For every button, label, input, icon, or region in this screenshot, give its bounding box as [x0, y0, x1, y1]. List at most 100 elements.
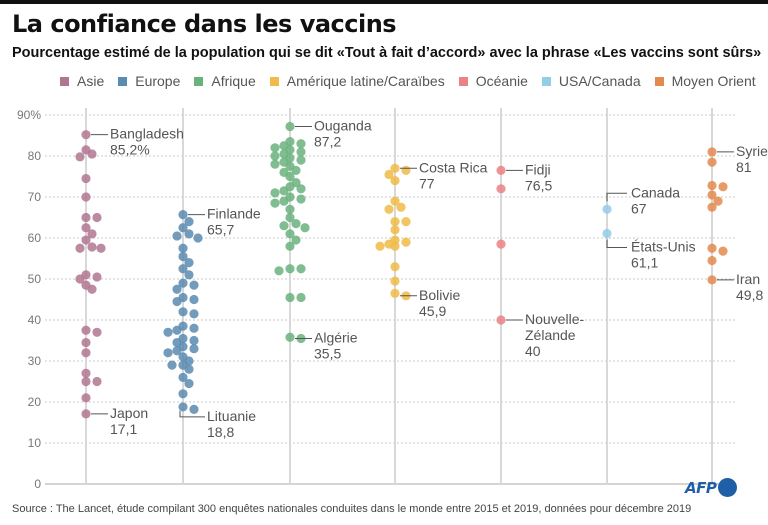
annotation-leader — [179, 410, 205, 418]
annotation-country-label: Zélande — [525, 327, 576, 343]
data-point — [178, 251, 188, 262]
data-point — [390, 217, 400, 227]
annotation-country-label: Lituanie — [207, 408, 256, 424]
data-point — [401, 217, 411, 227]
y-tick-label: 90% — [17, 108, 41, 122]
data-point — [384, 204, 394, 214]
data-point — [184, 229, 194, 239]
data-point — [285, 212, 295, 223]
annotation-value-label: 17,1 — [110, 421, 137, 437]
source-note: Source : The Lancet, étude compilant 300… — [12, 503, 692, 515]
data-point — [92, 376, 102, 387]
legend-label: Amérique latine/Caraïbes — [286, 73, 445, 89]
data-point — [189, 294, 199, 305]
data-point — [184, 258, 194, 268]
data-point — [707, 180, 717, 191]
y-tick-label: 50 — [28, 272, 42, 286]
annotation-value-label: 61,1 — [631, 254, 658, 270]
data-point — [270, 188, 280, 198]
data-point — [189, 335, 199, 346]
data-point — [707, 243, 717, 253]
annotation-leader — [606, 192, 627, 202]
data-point — [602, 204, 612, 214]
data-point — [390, 176, 400, 186]
legend-item-oceanie: Océanie — [458, 73, 528, 89]
data-point — [279, 196, 289, 206]
annotation-value-label: 18,8 — [207, 424, 234, 440]
data-point — [81, 192, 91, 202]
data-point — [178, 223, 188, 233]
legend: Asie Europe Afrique Amérique latine/Cara… — [60, 73, 756, 89]
data-point — [81, 173, 91, 184]
data-point — [172, 296, 182, 307]
data-point — [81, 130, 91, 140]
annotation-value-label: 65,7 — [207, 222, 234, 238]
legend-item-afrique: Afrique — [194, 73, 256, 89]
annotation-country-label: Fidji — [525, 161, 551, 177]
data-point — [81, 212, 91, 223]
data-point — [189, 309, 199, 319]
legend-label: Asie — [77, 73, 105, 89]
legend-swatch — [269, 76, 279, 86]
legend-item-europe: Europe — [118, 73, 180, 89]
annotation-value-label: 40 — [525, 343, 541, 359]
data-point — [172, 284, 182, 294]
data-point — [178, 389, 188, 399]
legend-item-moyen-orient: Moyen Orient — [654, 73, 756, 89]
data-point — [279, 186, 289, 196]
data-point — [75, 243, 85, 253]
annotation-leader — [606, 239, 627, 248]
data-point — [178, 264, 188, 274]
annotation-value-label: 45,9 — [419, 303, 446, 319]
data-point — [81, 376, 91, 387]
data-point — [390, 262, 400, 272]
legend-swatch — [541, 76, 551, 86]
annotation-country-label: Japon — [110, 405, 148, 421]
data-point — [81, 223, 91, 233]
data-point — [401, 165, 411, 175]
data-point — [285, 292, 295, 303]
data-point — [193, 233, 203, 243]
data-point — [189, 323, 199, 333]
data-point — [390, 276, 400, 286]
data-point — [390, 288, 400, 298]
annotation-country-label: Ouganda — [314, 117, 372, 133]
annotation-country-label: Algérie — [314, 329, 358, 345]
data-point — [178, 372, 188, 382]
data-point — [718, 246, 728, 256]
data-point — [92, 272, 102, 282]
data-point — [270, 151, 280, 161]
data-point — [81, 337, 91, 348]
annotation-value-label: 77 — [419, 175, 435, 191]
legend-item-amerique-latine: Amérique latine/Caraïbes — [269, 73, 445, 89]
data-point — [707, 190, 717, 200]
data-point — [172, 325, 182, 335]
data-point — [401, 237, 411, 247]
data-point — [81, 393, 91, 403]
data-point — [707, 275, 717, 285]
data-point — [296, 264, 306, 274]
data-point — [163, 348, 173, 358]
data-point — [167, 360, 177, 370]
legend-label: USA/Canada — [558, 73, 641, 89]
data-point — [390, 241, 400, 251]
annotation-value-label: 76,5 — [525, 177, 552, 193]
data-point — [270, 159, 280, 169]
data-point — [285, 204, 295, 214]
data-point — [390, 225, 400, 235]
legend-item-asie: Asie — [60, 73, 104, 89]
annotation-country-label: Iran — [736, 271, 760, 287]
chart-subtitle: Pourcentage estimé de la population qui … — [12, 45, 762, 61]
data-point — [189, 344, 199, 354]
data-point — [178, 210, 188, 220]
data-point — [81, 409, 91, 419]
data-point — [178, 243, 188, 253]
data-point — [270, 143, 280, 153]
annotation-country-label: Bolivie — [419, 287, 460, 303]
data-point — [496, 165, 506, 175]
y-tick-label: 0 — [34, 477, 41, 491]
data-point — [707, 147, 717, 157]
data-point — [96, 243, 106, 253]
legend-label: Afrique — [211, 73, 256, 89]
afp-logo: AFP — [685, 478, 738, 497]
